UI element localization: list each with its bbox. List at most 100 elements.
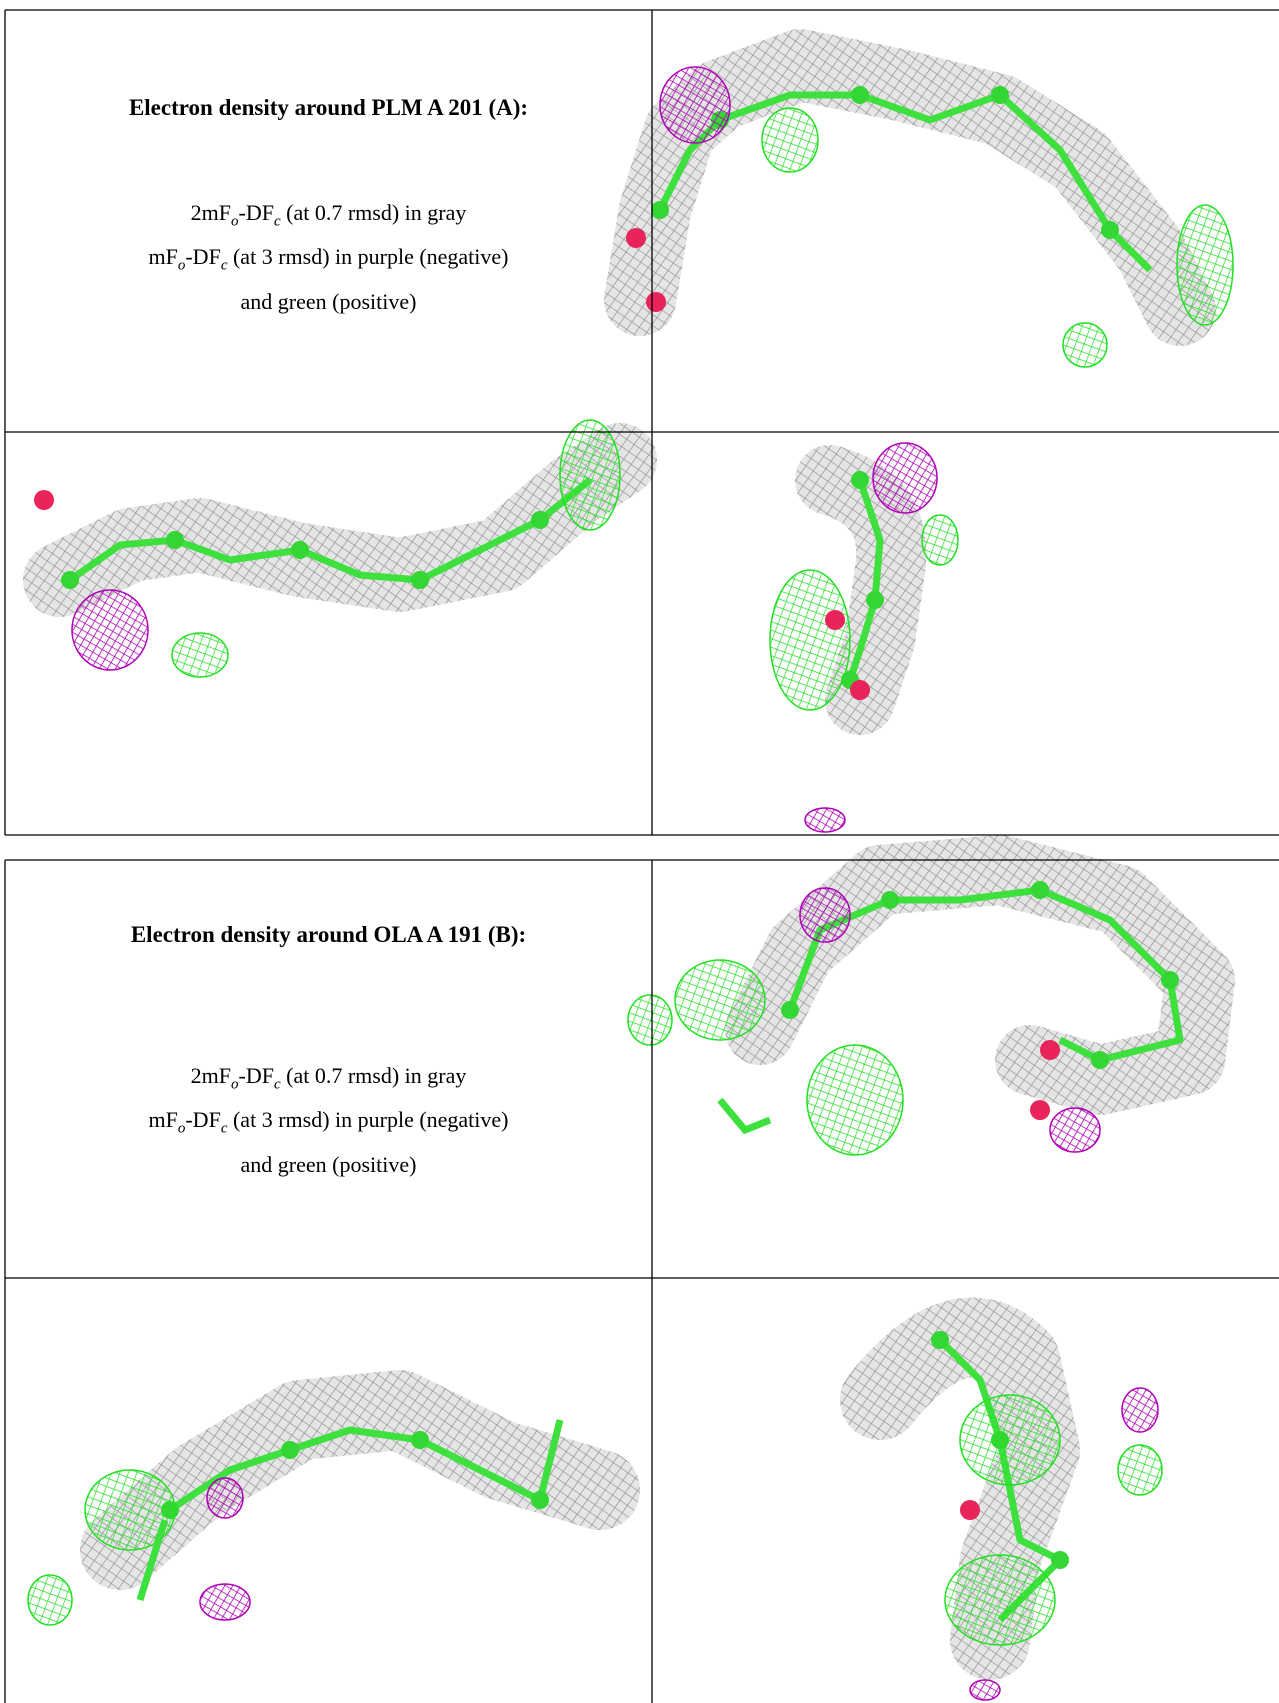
oxygen-atom	[646, 292, 666, 312]
text-run: mF	[148, 244, 178, 270]
positive-density	[84, 1469, 176, 1551]
text-run: and green (positive)	[240, 288, 417, 314]
negative-density	[872, 442, 938, 514]
legend-line: and green (positive)	[5, 1147, 652, 1182]
gray-mesh-edge	[795, 445, 927, 735]
atom	[411, 1431, 429, 1449]
atom	[1161, 971, 1179, 989]
ligand-bonds	[786, 886, 1184, 1064]
text-run: 2mF	[190, 1063, 231, 1088]
text-run: and green (positive)	[240, 1151, 417, 1177]
subscript: c	[273, 1076, 281, 1093]
text-run: (at 3 rmsd) in purple (negative)	[227, 244, 509, 270]
oxygen-atom	[850, 680, 870, 700]
atom	[411, 571, 429, 589]
negative-density	[1121, 1387, 1159, 1433]
positive-density	[761, 107, 819, 173]
subscript: o	[231, 213, 239, 230]
legend-line: 2mFo-DFc (at 0.7 rmsd) in gray	[5, 1058, 652, 1102]
negative-density	[799, 887, 851, 943]
positive-density	[27, 1574, 73, 1626]
atom	[61, 571, 79, 589]
negative-density	[969, 1679, 1001, 1701]
atom	[931, 1331, 949, 1349]
atom	[1051, 1551, 1069, 1569]
positive-density	[959, 1394, 1061, 1486]
positive-density	[769, 569, 851, 711]
oxygen-atom	[1040, 1040, 1060, 1060]
atom	[1101, 221, 1119, 239]
atom	[851, 86, 869, 104]
positive-density	[171, 632, 229, 678]
legend-line: 2mFo-DFc (at 0.7 rmsd) in gray	[5, 195, 652, 239]
positive-density	[944, 1554, 1056, 1646]
text-run: -DF	[238, 1063, 274, 1088]
density-images	[23, 29, 1235, 1701]
atom	[866, 591, 884, 609]
gray-mesh	[840, 1297, 1080, 1680]
subscript: o	[177, 1120, 186, 1137]
positive-density	[1062, 322, 1108, 368]
oxygen-atom	[825, 610, 845, 630]
negative-density	[659, 66, 731, 144]
atom	[291, 541, 309, 559]
gray-mesh-edge	[604, 29, 1216, 346]
ligand-bonds	[717, 1097, 772, 1135]
table-borders	[4, 9, 1279, 1703]
atom	[531, 511, 549, 529]
legend-line: mFo-DFc (at 3 rmsd) in purple (negative)	[5, 239, 652, 283]
positive-density	[806, 1044, 904, 1156]
oxygen-atom	[34, 490, 54, 510]
negative-density	[1049, 1107, 1101, 1153]
ligand-bonds	[937, 1337, 1064, 1623]
atom	[1091, 1051, 1109, 1069]
positive-density	[559, 419, 621, 531]
oxygen-atom	[960, 1500, 980, 1520]
positive-density	[1117, 1444, 1163, 1496]
atom	[991, 86, 1009, 104]
text-run: (at 0.7 rmsd) in gray	[280, 200, 467, 225]
negative-density	[71, 589, 149, 671]
text-run: -DF	[185, 244, 221, 270]
gray-mesh-edge	[840, 1297, 1080, 1680]
subscript: o	[231, 1076, 239, 1093]
negative-density	[206, 1477, 244, 1519]
atom	[166, 531, 184, 549]
atom	[281, 1441, 299, 1459]
legend-line: and green (positive)	[5, 284, 652, 319]
ligand-bonds	[67, 477, 593, 584]
section-title: Electron density around PLM A 201 (A):	[128, 95, 529, 120]
positive-density	[1176, 204, 1234, 326]
atom	[1031, 881, 1049, 899]
text-run: 2mF	[190, 200, 231, 225]
subscript: c	[220, 257, 228, 274]
section-title: Electron density around OLA A 191 (B):	[130, 922, 527, 947]
legend-block: 2mFo-DFc (at 0.7 rmsd) in gray mFo-DFc (a…	[5, 1058, 652, 1182]
negative-density	[199, 1583, 251, 1621]
legend-block: 2mFo-DFc (at 0.7 rmsd) in gray mFo-DFc (a…	[5, 195, 652, 319]
ligand-bonds	[136, 1518, 169, 1602]
positive-density	[921, 514, 959, 566]
legend-line: mFo-DFc (at 3 rmsd) in purple (negative)	[5, 1102, 652, 1146]
gray-mesh	[795, 445, 927, 735]
atom	[651, 201, 669, 219]
text-run: mF	[148, 1107, 178, 1133]
text-run: (at 0.7 rmsd) in gray	[280, 1063, 467, 1088]
positive-density	[627, 994, 673, 1046]
text-run: -DF	[185, 1107, 221, 1133]
gray-mesh	[604, 29, 1216, 346]
atom	[531, 1491, 549, 1509]
subscript: o	[177, 257, 186, 274]
atom	[851, 471, 869, 489]
text-run: -DF	[238, 200, 274, 225]
oxygen-atom	[626, 228, 646, 248]
subscript: c	[273, 213, 281, 230]
subscript: c	[220, 1120, 228, 1137]
atom	[781, 1001, 799, 1019]
negative-density	[804, 807, 846, 833]
gray-mesh-edge	[80, 1370, 640, 1590]
positive-density	[674, 959, 766, 1041]
gray-mesh	[80, 1370, 640, 1590]
text-run: (at 3 rmsd) in purple (negative)	[227, 1107, 509, 1133]
